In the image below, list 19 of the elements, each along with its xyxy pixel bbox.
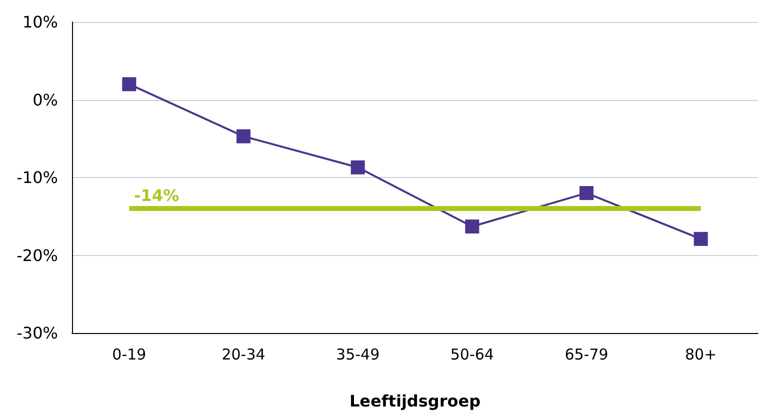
y-tick-label: -10% xyxy=(16,168,58,187)
y-tick-label: -30% xyxy=(16,324,58,342)
point xyxy=(236,129,250,144)
x-tick-label: 65-79 xyxy=(564,346,608,364)
x-axis-title: Leeftijdsgroep xyxy=(349,392,481,410)
point xyxy=(694,232,708,246)
point xyxy=(350,160,365,174)
y-tick-label: 10% xyxy=(22,12,58,32)
x-tick-label: 50-64 xyxy=(450,346,494,364)
ref-line-label: -14% xyxy=(134,186,180,206)
x-tick-label: 80+ xyxy=(685,346,717,364)
x-tick-label: 35-49 xyxy=(336,346,380,364)
x-tick-label: 20-34 xyxy=(222,346,266,364)
point xyxy=(580,186,594,200)
y-tick-label: 0% xyxy=(32,90,58,110)
point xyxy=(465,219,480,234)
point xyxy=(122,77,136,92)
x-tick-label: 0-19 xyxy=(112,346,146,364)
y-tick-label: -20% xyxy=(16,246,58,265)
